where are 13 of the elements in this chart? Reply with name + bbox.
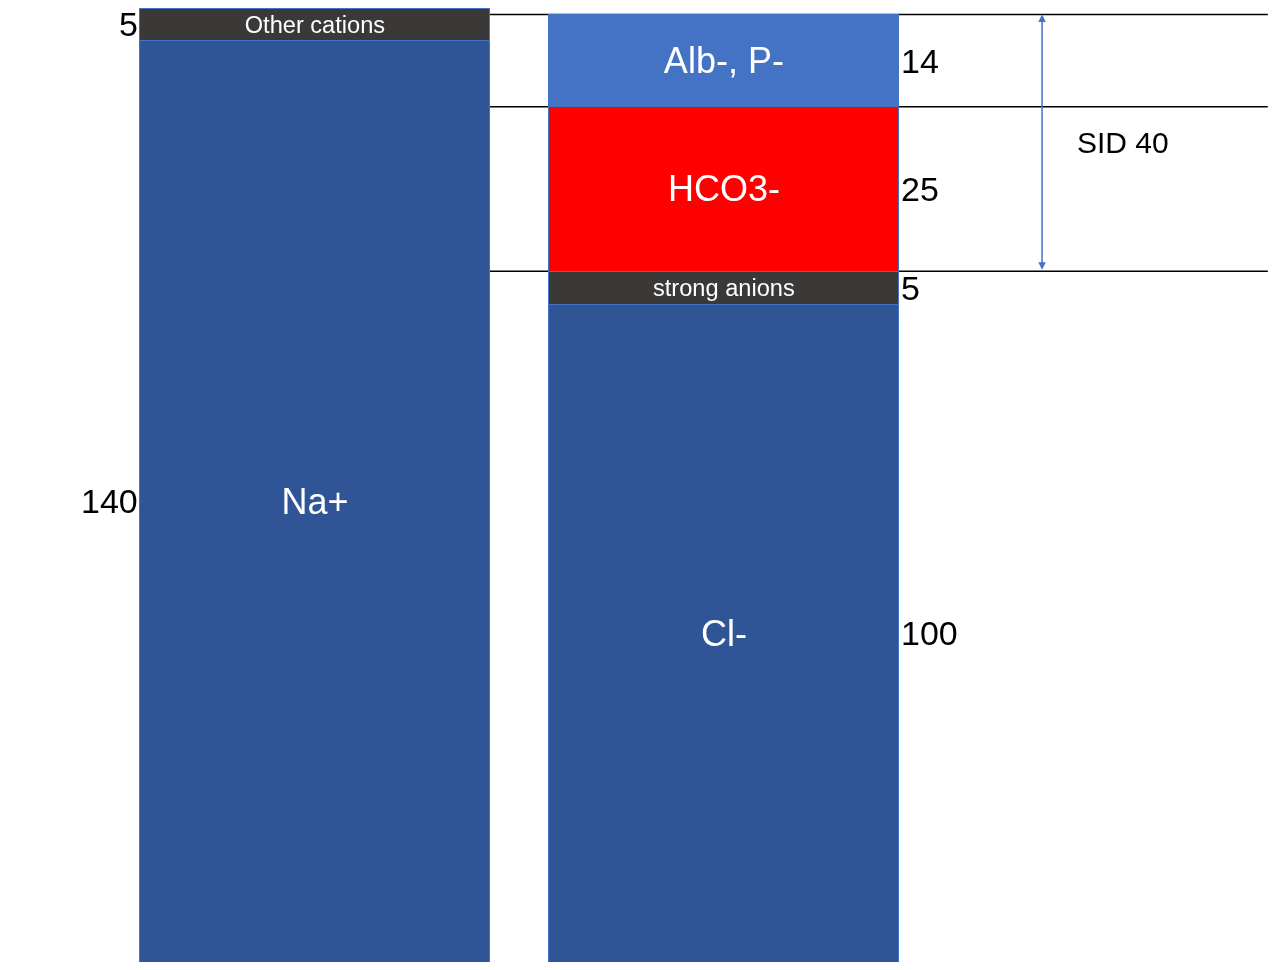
series-label: strong anions <box>653 274 795 301</box>
data-label: 14 <box>901 42 939 80</box>
series-label: Other cations <box>244 11 386 38</box>
data-label: 25 <box>901 170 939 208</box>
series-label: Cl- <box>700 612 747 654</box>
series-label: HCO3- <box>667 168 780 210</box>
series-label: Alb-, P- <box>663 40 784 82</box>
data-label: 5 <box>901 269 920 307</box>
data-label: 140 <box>81 482 138 520</box>
data-label: 5 <box>119 5 138 43</box>
data-label: 100 <box>901 614 958 652</box>
series-label: Na+ <box>281 480 349 522</box>
text: SID 40 <box>1077 126 1169 159</box>
